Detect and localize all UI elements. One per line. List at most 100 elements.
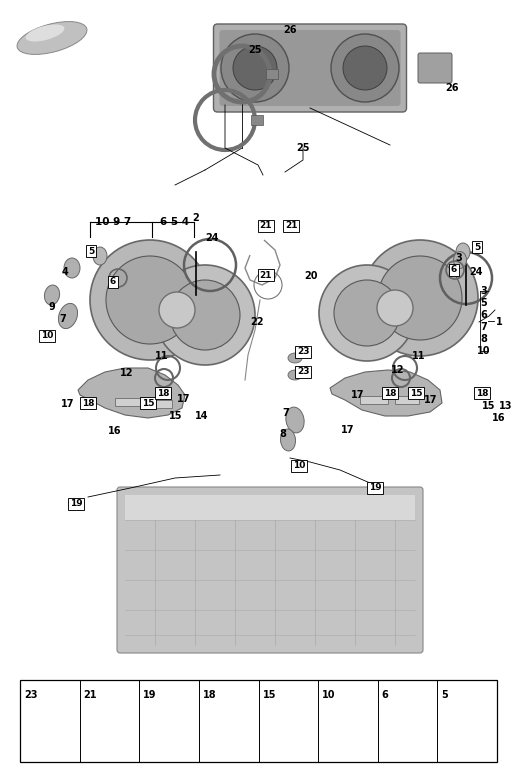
Text: 15: 15: [142, 399, 154, 407]
Text: 17: 17: [424, 395, 438, 405]
Text: 9: 9: [49, 302, 55, 312]
Ellipse shape: [288, 370, 302, 380]
Text: 17: 17: [61, 399, 75, 409]
Text: 23: 23: [24, 690, 38, 700]
Circle shape: [319, 265, 415, 361]
Text: 22: 22: [250, 317, 264, 327]
Bar: [251, 115, 263, 125]
Text: 6: 6: [451, 265, 457, 275]
FancyBboxPatch shape: [418, 53, 452, 83]
Text: 8: 8: [481, 334, 488, 344]
Ellipse shape: [44, 285, 59, 305]
Text: 15: 15: [482, 401, 496, 411]
Ellipse shape: [17, 22, 87, 55]
Bar: [148, 400, 172, 408]
Text: 18: 18: [384, 388, 396, 398]
FancyBboxPatch shape: [214, 24, 406, 112]
Circle shape: [334, 280, 400, 346]
Text: 11: 11: [412, 351, 426, 361]
Ellipse shape: [288, 353, 302, 363]
Text: 5: 5: [88, 247, 94, 255]
Text: 24: 24: [469, 267, 483, 277]
Text: 18: 18: [82, 399, 94, 407]
Text: 23: 23: [297, 348, 309, 356]
Circle shape: [331, 34, 399, 102]
Text: 11: 11: [155, 351, 169, 361]
Text: 16: 16: [492, 413, 506, 423]
Text: 5: 5: [481, 298, 488, 308]
Text: 26: 26: [283, 25, 297, 35]
Text: 15: 15: [410, 388, 422, 398]
Text: 21: 21: [260, 270, 272, 280]
Text: 19: 19: [369, 483, 382, 493]
Ellipse shape: [286, 407, 304, 433]
Text: 15: 15: [169, 411, 183, 421]
Text: 4: 4: [62, 267, 68, 277]
Text: 17: 17: [177, 394, 191, 404]
Circle shape: [377, 290, 413, 326]
Text: 14: 14: [195, 411, 209, 421]
Polygon shape: [78, 368, 185, 418]
Text: 21: 21: [84, 690, 97, 700]
Circle shape: [155, 265, 255, 365]
Text: 5: 5: [442, 690, 448, 700]
Text: 2: 2: [193, 213, 200, 223]
Text: 3: 3: [455, 253, 462, 263]
Text: 7: 7: [481, 322, 488, 332]
Circle shape: [90, 240, 210, 360]
Text: 19: 19: [143, 690, 157, 700]
Ellipse shape: [64, 258, 80, 278]
Text: 20: 20: [304, 271, 318, 281]
Text: 23: 23: [297, 367, 309, 377]
Text: 24: 24: [205, 233, 219, 243]
Text: 25: 25: [296, 143, 310, 153]
Ellipse shape: [58, 303, 78, 329]
Ellipse shape: [453, 251, 466, 269]
Ellipse shape: [456, 243, 470, 261]
Text: 6: 6: [382, 690, 388, 700]
Ellipse shape: [26, 24, 65, 41]
Circle shape: [106, 256, 194, 344]
Text: 18: 18: [476, 388, 488, 398]
Text: 18: 18: [157, 388, 169, 398]
Bar: [115, 398, 143, 406]
Circle shape: [233, 46, 277, 90]
Circle shape: [343, 46, 387, 90]
Text: 18: 18: [203, 690, 217, 700]
Bar: [360, 396, 388, 404]
Text: 10: 10: [322, 690, 336, 700]
FancyBboxPatch shape: [117, 487, 423, 653]
Text: 6: 6: [481, 310, 488, 320]
Text: 21: 21: [285, 222, 297, 230]
Polygon shape: [330, 370, 442, 416]
Text: 7: 7: [59, 314, 66, 324]
Circle shape: [159, 292, 195, 328]
Ellipse shape: [280, 429, 296, 451]
Text: 1: 1: [496, 317, 503, 327]
Text: 3: 3: [481, 286, 488, 296]
Text: 15: 15: [263, 690, 276, 700]
Circle shape: [221, 34, 289, 102]
Text: 10: 10: [41, 331, 53, 341]
Text: 16: 16: [108, 426, 121, 436]
Text: 21: 21: [260, 222, 272, 230]
Text: 10 9 7: 10 9 7: [95, 217, 131, 227]
Text: 6: 6: [110, 277, 116, 287]
FancyBboxPatch shape: [220, 30, 401, 106]
Text: 6 5 4: 6 5 4: [160, 217, 190, 227]
Text: 17: 17: [351, 390, 365, 400]
Bar: [395, 396, 419, 404]
Text: 5: 5: [474, 243, 480, 251]
Text: 10: 10: [477, 346, 491, 356]
Ellipse shape: [93, 247, 107, 265]
Text: 12: 12: [120, 368, 134, 378]
Bar: [266, 69, 278, 79]
Text: 7: 7: [283, 408, 290, 418]
Bar: [125, 495, 415, 520]
Circle shape: [378, 256, 462, 340]
Text: 25: 25: [248, 45, 262, 55]
Text: 13: 13: [499, 401, 513, 411]
Circle shape: [362, 240, 478, 356]
Bar: [20, 680, 497, 762]
Text: 8: 8: [280, 429, 286, 439]
